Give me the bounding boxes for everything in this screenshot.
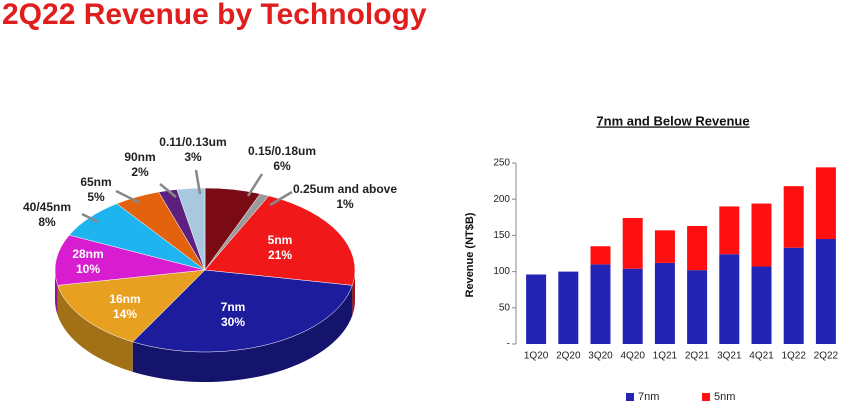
slice-value: 2% [131,165,149,179]
y-tick-label: 150 [493,230,510,241]
bar [687,225,708,271]
y-tick-label: 50 [499,302,511,313]
slide-title: 2Q22 Revenue by Technology [2,0,427,31]
slice-value: 8% [38,215,56,229]
slice-value: 30% [221,315,245,329]
bar [815,167,836,240]
slice-value: 10% [76,262,100,276]
y-axis-label: Revenue (NT$B) [464,212,476,297]
leader-line [269,190,293,207]
leader-line [115,189,141,205]
legend-label: 7nm [638,391,659,403]
slice-label: 40/45nm [23,200,71,214]
bar [815,239,836,344]
slice-side [132,285,353,382]
bar [719,254,740,344]
x-tick-label: 2Q22 [814,351,839,362]
slice-label: 0.11/0.13um [159,135,226,149]
legend-swatch [702,393,710,401]
bar [783,247,804,344]
slice-value: 1% [336,197,354,211]
slice-label: 5nm [268,233,293,247]
x-tick-label: 4Q21 [749,351,774,362]
slice-label: 16nm [109,292,140,306]
slice-label: 28nm [72,247,103,261]
bar [590,246,611,265]
bar [654,262,675,344]
legend-label: 5nm [714,391,735,403]
x-tick-label: 1Q22 [781,351,806,362]
legend-swatch [626,393,634,401]
slice-value: 6% [273,159,291,173]
x-tick-label: 3Q21 [717,351,742,362]
slice-label: 0.25um and above [293,182,397,196]
pie-slice [54,234,206,286]
bar [622,218,643,269]
leader-line [81,212,99,224]
bar [558,271,579,344]
y-tick-label: 100 [493,266,510,277]
slice-side [352,270,355,316]
pie-slice [132,269,353,353]
leader-line [194,169,202,195]
bar [622,268,643,344]
bar [654,230,675,263]
bar [783,186,804,248]
leader-line [246,173,264,197]
slice-label: 90nm [124,150,155,164]
y-tick-label: 250 [493,158,510,169]
x-tick-label: 4Q20 [620,351,645,362]
x-tick-label: 2Q20 [556,351,581,362]
x-tick-label: 1Q20 [524,351,549,362]
bar [590,264,611,344]
slice-label: 0.15/0.18um [248,144,316,158]
y-tick-label: 200 [493,194,510,205]
slice-label: 65nm [80,175,111,189]
slice-side [55,270,58,316]
x-tick-label: 1Q21 [653,351,678,362]
x-tick-label: 3Q20 [588,351,613,362]
slice-value: 14% [113,307,137,321]
bar [719,206,740,255]
slice-value: 21% [268,248,292,262]
slice-value: 5% [87,190,105,204]
slice-label: 7nm [221,300,246,314]
bar [751,203,772,267]
pie-slice [57,269,206,343]
leader-line [159,183,177,198]
bar [687,270,708,344]
y-tick-label: - [507,339,510,350]
x-tick-label: 2Q21 [685,351,710,362]
chart-title: 7nm and Below Revenue [596,113,749,128]
pie-slice [204,195,356,286]
slice-side [57,285,133,372]
bar [526,274,547,344]
bar [751,266,772,344]
pie-slice [176,187,206,271]
slice-value: 3% [184,150,202,164]
